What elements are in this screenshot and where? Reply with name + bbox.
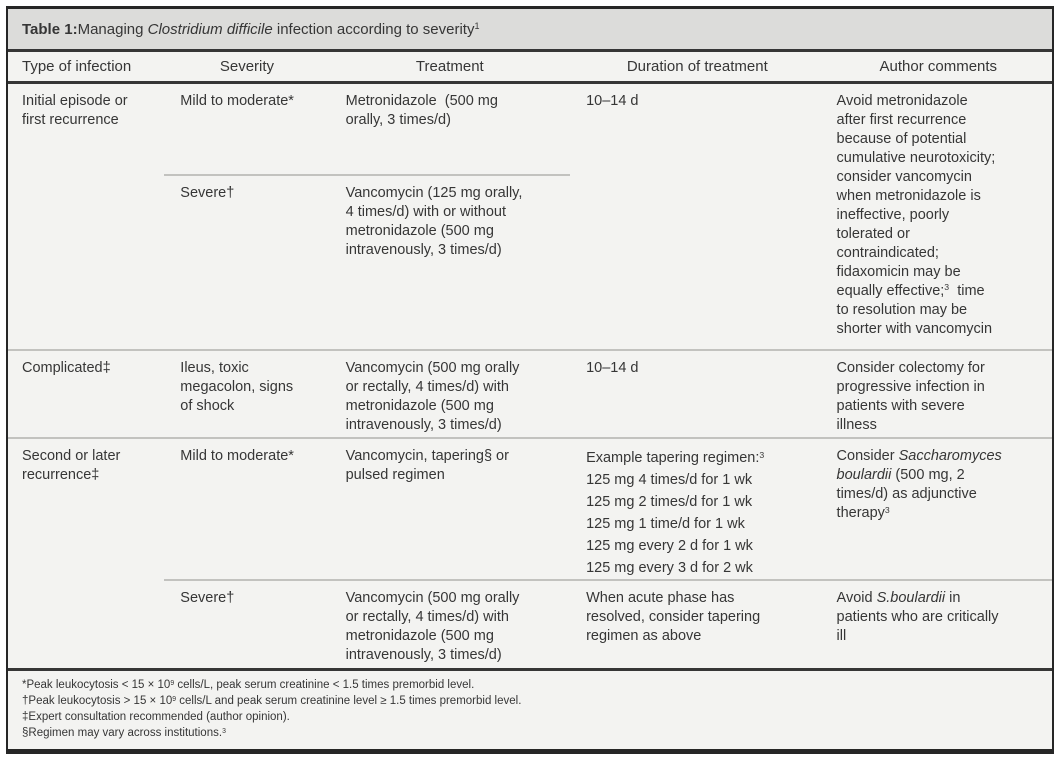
- footnote-section-sign: §Regimen may vary across institutions.3: [22, 727, 226, 739]
- cell-infection-type: Second or later recurrence‡: [8, 437, 165, 668]
- cell-treatment: Vancomycin, tapering§ or pulsed regimen: [329, 437, 571, 580]
- cell-comments: Avoid S.boulardii in patients who are cri…: [824, 579, 1052, 668]
- cell-duration: When acute phase has resolved, consider t…: [570, 579, 825, 668]
- col-header-treatment: Treatment: [329, 52, 571, 84]
- table-footnotes: *Peak leukocytosis < 15 × 109 cells/L, p…: [8, 668, 1052, 749]
- table-title-text: Managing Clostridium difficile infection…: [77, 20, 480, 38]
- cell-duration: Example tapering regimen:3 125 mg 4 times…: [570, 437, 825, 580]
- table-row: Severe† Vancomycin (500 mg orally or rect…: [8, 579, 1052, 668]
- severity-table: Type of infection Severity Treatment Dur…: [8, 52, 1052, 668]
- col-header-duration: Duration of treatment: [570, 52, 825, 84]
- footnote-asterisk: *Peak leukocytosis < 15 × 109 cells/L, p…: [22, 679, 475, 691]
- cell-duration: 10–14 d: [570, 349, 825, 438]
- col-header-severity: Severity: [164, 52, 330, 84]
- table-row: Complicated‡ Ileus, toxic megacolon, sign…: [8, 349, 1052, 438]
- table-title-prefix: Table 1:: [22, 20, 78, 38]
- table-title: Table 1: Managing Clostridium difficile …: [8, 9, 1052, 52]
- cell-severity: Severe†: [164, 174, 330, 350]
- table-row: Second or later recurrence‡ Mild to moder…: [8, 437, 1052, 668]
- cell-severity: Ileus, toxic megacolon, signs of shock: [164, 349, 330, 438]
- cell-treatment: Vancomycin (500 mg orally or rectally, 4 …: [329, 349, 571, 438]
- table-row: Initial episode or first recurrence Mild …: [8, 82, 1052, 337]
- cell-comments: Consider Saccharomyces boulardii (500 mg,…: [824, 437, 1052, 580]
- cell-infection-type: Complicated‡: [8, 349, 165, 438]
- col-header-type-of-infection: Type of infection: [8, 52, 165, 84]
- cell-duration: 10–14 d: [586, 92, 639, 109]
- cell-infection-type: Initial episode or first recurrence: [22, 92, 128, 128]
- cell-treatment: Vancomycin (500 mg orally or rectally, 4 …: [329, 579, 571, 668]
- cell-comments: Consider colectomy for progressive infect…: [824, 349, 1052, 438]
- cell-severity: Mild to moderate*: [180, 92, 294, 109]
- cell-treatment: Metronidazole (500 mg orally, 3 times/d): [345, 92, 498, 128]
- cell-severity: Severe†: [164, 579, 330, 668]
- header-row: Type of infection Severity Treatment Dur…: [8, 52, 1052, 84]
- cell-treatment: Vancomycin (125 mg orally, 4 times/d) wit…: [329, 174, 571, 350]
- footnote-dagger: †Peak leukocytosis > 15 × 109 cells/L an…: [22, 695, 522, 707]
- table-row: Severe† Vancomycin (125 mg orally, 4 time…: [8, 174, 1052, 350]
- footnote-double-dagger: ‡Expert consultation recommended (author…: [22, 711, 290, 723]
- cell-severity: Mild to moderate*: [164, 437, 330, 580]
- table-1-container: Table 1: Managing Clostridium difficile …: [6, 6, 1054, 754]
- col-header-author-comments: Author comments: [824, 52, 1052, 84]
- cell-comments: Avoid metronidazole after first recurrenc…: [836, 92, 996, 337]
